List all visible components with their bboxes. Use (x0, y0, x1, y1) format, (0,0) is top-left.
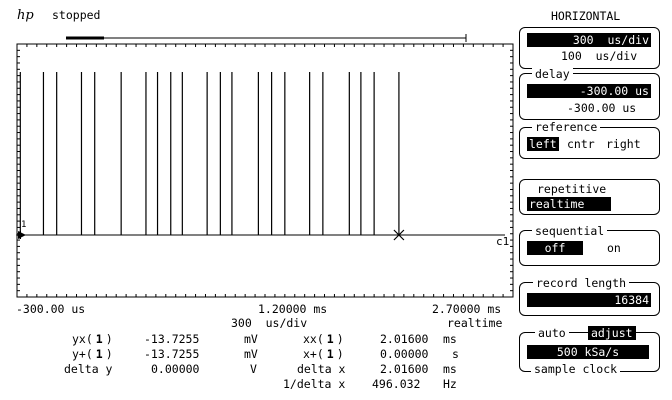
axis-scale: 300 us/div (231, 316, 308, 330)
axis-right-time: 2.70000 ms (432, 302, 502, 316)
yplus-value: -13.7255 (144, 347, 200, 361)
panel-title: HORIZONTAL (551, 9, 621, 23)
xx-value: 2.01600 (380, 332, 429, 346)
sequential-label: sequential (532, 224, 608, 238)
adjust-option[interactable]: adjust (588, 326, 636, 340)
sample-rate-value[interactable]: 500 kSa/s (527, 345, 649, 359)
repetitive-value[interactable]: realtime (527, 197, 611, 211)
xx-label: xx(1) (303, 332, 344, 346)
yx-unit: mV (244, 332, 258, 346)
record-length-label: record length (533, 276, 630, 290)
pulse-trace (16, 72, 505, 241)
inv-delta-x-unit: Hz (443, 377, 457, 391)
reference-cntr-option[interactable]: cntr (567, 137, 595, 151)
delta-x-value: 2.01600 (380, 362, 429, 376)
delta-x-label: delta x (297, 362, 346, 376)
xx-unit: ms (443, 332, 457, 346)
sample-clock-label: sample clock (531, 362, 621, 376)
yx-label: yx(1) (72, 332, 113, 346)
acquisition-status: stopped (52, 8, 101, 22)
inv-delta-x-label: 1/delta x (283, 377, 346, 391)
axis-center-time: 1.20000 ms (258, 302, 328, 316)
xplus-label: x+(1) (303, 347, 344, 361)
delay-label: delay (532, 67, 573, 81)
reference-right-option[interactable]: right (606, 137, 641, 151)
delay-control[interactable] (519, 73, 660, 120)
graticule-frame (16, 43, 514, 298)
cursor-x-marker (393, 229, 405, 241)
axis-left-time: -300.00 us (16, 302, 86, 316)
hp-logo: hp (17, 8, 34, 23)
reference-left-option[interactable]: left (527, 137, 559, 151)
delay-value[interactable]: -300.00 us (527, 84, 651, 98)
ground-marker: 1 (21, 220, 27, 230)
delay-secondary: -300.00 us (567, 101, 637, 115)
reference-label: reference (532, 120, 601, 134)
timebase-value[interactable]: 300 us/div (527, 33, 651, 47)
record-length-value[interactable]: 16384 (527, 293, 651, 307)
xplus-unit: s (452, 347, 459, 361)
delta-y-label: delta y (64, 362, 113, 376)
cursor-plus-marker (16, 231, 25, 239)
sequential-on-option[interactable]: on (607, 241, 621, 255)
delta-x-unit: ms (443, 362, 457, 376)
timebase-control[interactable] (519, 27, 660, 69)
delta-y-value: 0.00000 (151, 362, 200, 376)
yx-value: -13.7255 (144, 332, 200, 346)
axis-mode: realtime (447, 316, 503, 330)
timebase-secondary: 100 us/div (561, 49, 638, 63)
channel-label: c1 (496, 235, 510, 248)
yplus-label: y+(1) (72, 347, 113, 361)
graticule (16, 34, 514, 298)
delta-y-unit: V (250, 362, 257, 376)
xplus-value: 0.00000 (380, 347, 429, 361)
repetitive-control[interactable] (519, 179, 660, 215)
auto-option[interactable]: auto (535, 326, 569, 340)
sequential-off-option[interactable]: off (527, 241, 583, 255)
repetitive-label: repetitive (537, 182, 607, 196)
yplus-unit: mV (244, 347, 258, 361)
inv-delta-x-value: 496.032 (372, 377, 421, 391)
